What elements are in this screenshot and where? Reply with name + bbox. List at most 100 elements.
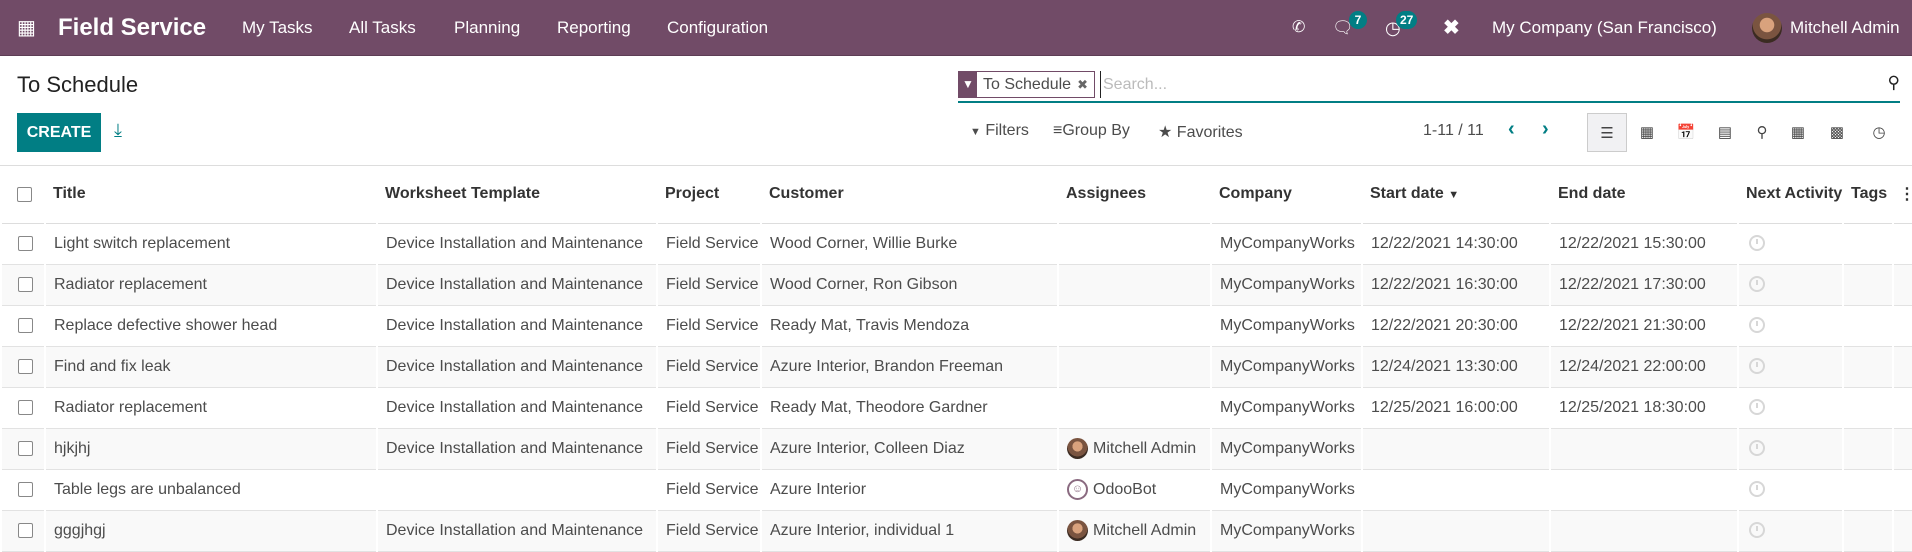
table-row[interactable]: gggjhgj Device Installation and Maintenan… — [0, 510, 1912, 552]
messages-badge: 7 — [1349, 11, 1367, 29]
cell-start-date — [1361, 510, 1550, 552]
search-icon[interactable]: ⚲ — [1887, 73, 1900, 92]
row-checkbox[interactable] — [18, 481, 33, 497]
pager-value[interactable]: 1-11 / 11 — [1423, 122, 1484, 139]
menu-configuration[interactable]: Configuration — [667, 18, 769, 37]
company-switcher[interactable]: My Company (San Francisco) — [1492, 18, 1717, 37]
column-title[interactable]: Title — [45, 166, 377, 224]
search-facet: ▼ To Schedule ✖ — [958, 71, 1095, 98]
list-view-icon[interactable]: ☰ — [1587, 113, 1627, 152]
table-row[interactable]: Find and fix leak Device Installation and… — [0, 346, 1912, 388]
cell-next-activity[interactable] — [1737, 469, 1843, 511]
cell-start-date: 12/25/2021 16:00:00 — [1361, 387, 1550, 429]
cell-tags — [1842, 469, 1893, 511]
column-tags[interactable]: Tags — [1843, 166, 1893, 224]
facet-label: To Schedule — [983, 76, 1072, 93]
cell-title: Table legs are unbalanced — [44, 469, 377, 511]
cell-next-activity[interactable] — [1737, 428, 1843, 470]
group-by-button[interactable]: ≡Group By — [1053, 122, 1130, 139]
menu-planning[interactable]: Planning — [454, 18, 521, 37]
app-name[interactable]: Field Service — [58, 14, 207, 41]
table-row[interactable]: Replace defective shower head Device Inst… — [0, 305, 1912, 347]
table-row[interactable]: Radiator replacement Device Installation … — [0, 264, 1912, 306]
table-row[interactable]: Light switch replacement Device Installat… — [0, 223, 1912, 265]
cell-title: gggjhgj — [44, 510, 377, 552]
row-checkbox[interactable] — [18, 440, 33, 456]
pivot-view-icon[interactable]: ▦ — [1790, 124, 1806, 141]
column-start-date[interactable]: Start date ▼ — [1362, 166, 1550, 224]
column-assignees[interactable]: Assignees — [1058, 166, 1211, 224]
favorites-button[interactable]: ★ Favorites — [1158, 124, 1243, 141]
cell-next-activity[interactable] — [1737, 387, 1843, 429]
user-avatar[interactable] — [1752, 13, 1782, 43]
remove-facet-icon[interactable]: ✖ — [1077, 77, 1088, 92]
cell-tags — [1842, 264, 1893, 306]
activity-clock-icon[interactable] — [1749, 522, 1765, 539]
row-checkbox[interactable] — [18, 358, 33, 374]
cell-next-activity[interactable] — [1737, 264, 1843, 306]
phone-icon[interactable]: ✆ — [1292, 19, 1306, 36]
cell-end-date — [1549, 428, 1738, 470]
row-checkbox[interactable] — [18, 522, 33, 538]
menu-my-tasks[interactable]: My Tasks — [242, 18, 313, 37]
cell-tags — [1842, 387, 1893, 429]
cell-start-date: 12/22/2021 16:30:00 — [1361, 264, 1550, 306]
cell-customer: Azure Interior, individual 1 — [760, 510, 1058, 552]
tools-icon[interactable]: ✖ — [1443, 17, 1460, 39]
row-checkbox[interactable] — [18, 317, 33, 333]
cell-next-activity[interactable] — [1737, 223, 1843, 265]
graph-view-icon[interactable]: ▩ — [1829, 124, 1845, 141]
column-next-activity[interactable]: Next Activity — [1738, 166, 1843, 224]
row-checkbox[interactable] — [18, 276, 33, 292]
cell-next-activity[interactable] — [1737, 510, 1843, 552]
menu-all-tasks[interactable]: All Tasks — [349, 18, 416, 37]
filters-button[interactable]: ▼ Filters — [970, 122, 1029, 139]
column-project[interactable]: Project — [657, 166, 761, 224]
download-icon[interactable]: ⤓ — [114, 120, 122, 140]
search-input[interactable] — [1100, 71, 1840, 98]
column-company[interactable]: Company — [1211, 166, 1362, 224]
cell-project: Field Service — [656, 387, 761, 429]
activity-clock-icon[interactable] — [1749, 235, 1765, 252]
table-row[interactable]: Table legs are unbalanced Field Service Az… — [0, 469, 1912, 511]
activity-view-icon[interactable]: ◷ — [1872, 124, 1886, 141]
select-all-checkbox[interactable] — [17, 186, 32, 202]
cell-next-activity[interactable] — [1737, 305, 1843, 347]
cell-title: Find and fix leak — [44, 346, 377, 388]
column-worksheet-template[interactable]: Worksheet Template — [377, 166, 657, 224]
activity-clock-icon[interactable] — [1749, 276, 1765, 293]
cell-company: MyCompanyWorks — [1210, 469, 1362, 511]
activity-clock-icon[interactable] — [1749, 399, 1765, 416]
cell-title: Replace defective shower head — [44, 305, 377, 347]
menu-reporting[interactable]: Reporting — [557, 18, 631, 37]
kanban-view-icon[interactable]: ▦ — [1639, 124, 1655, 141]
pager-next-icon[interactable]: › — [1542, 118, 1549, 140]
activity-clock-icon[interactable] — [1749, 358, 1765, 375]
gantt-view-icon[interactable]: ▤ — [1717, 124, 1733, 141]
create-button[interactable]: CREATE — [17, 113, 101, 152]
cell-next-activity[interactable] — [1737, 346, 1843, 388]
chat-icon[interactable]: 🗨 — [1332, 18, 1354, 37]
avatar — [1067, 438, 1088, 459]
row-checkbox[interactable] — [18, 399, 33, 415]
table-row[interactable]: Radiator replacement Device Installation … — [0, 387, 1912, 429]
activity-clock-icon[interactable] — [1749, 481, 1765, 498]
user-menu[interactable]: Mitchell Admin — [1790, 18, 1900, 37]
optional-columns-icon[interactable]: ⋮ — [1893, 166, 1912, 224]
cell-assignees — [1057, 264, 1211, 306]
pager-previous-icon[interactable]: ‹ — [1508, 118, 1515, 140]
calendar-view-icon[interactable]: 📅 — [1676, 124, 1696, 141]
cell-project: Field Service — [656, 469, 761, 511]
activity-clock-icon[interactable] — [1749, 440, 1765, 457]
column-customer[interactable]: Customer — [761, 166, 1058, 224]
cell-worksheet-template: Device Installation and Maintenance — [376, 305, 657, 347]
activity-clock-icon[interactable]: ◷ — [1385, 18, 1401, 38]
activity-clock-icon[interactable] — [1749, 317, 1765, 334]
column-end-date[interactable]: End date — [1550, 166, 1738, 224]
table-row[interactable]: hjkjhj Device Installation and Maintenanc… — [0, 428, 1912, 470]
cell-assignees — [1057, 305, 1211, 347]
map-view-icon[interactable]: ⚲ — [1756, 124, 1768, 141]
apps-menu-icon[interactable]: ▦ — [17, 17, 36, 39]
row-checkbox[interactable] — [18, 235, 33, 251]
cell-title: hjkjhj — [44, 428, 377, 470]
